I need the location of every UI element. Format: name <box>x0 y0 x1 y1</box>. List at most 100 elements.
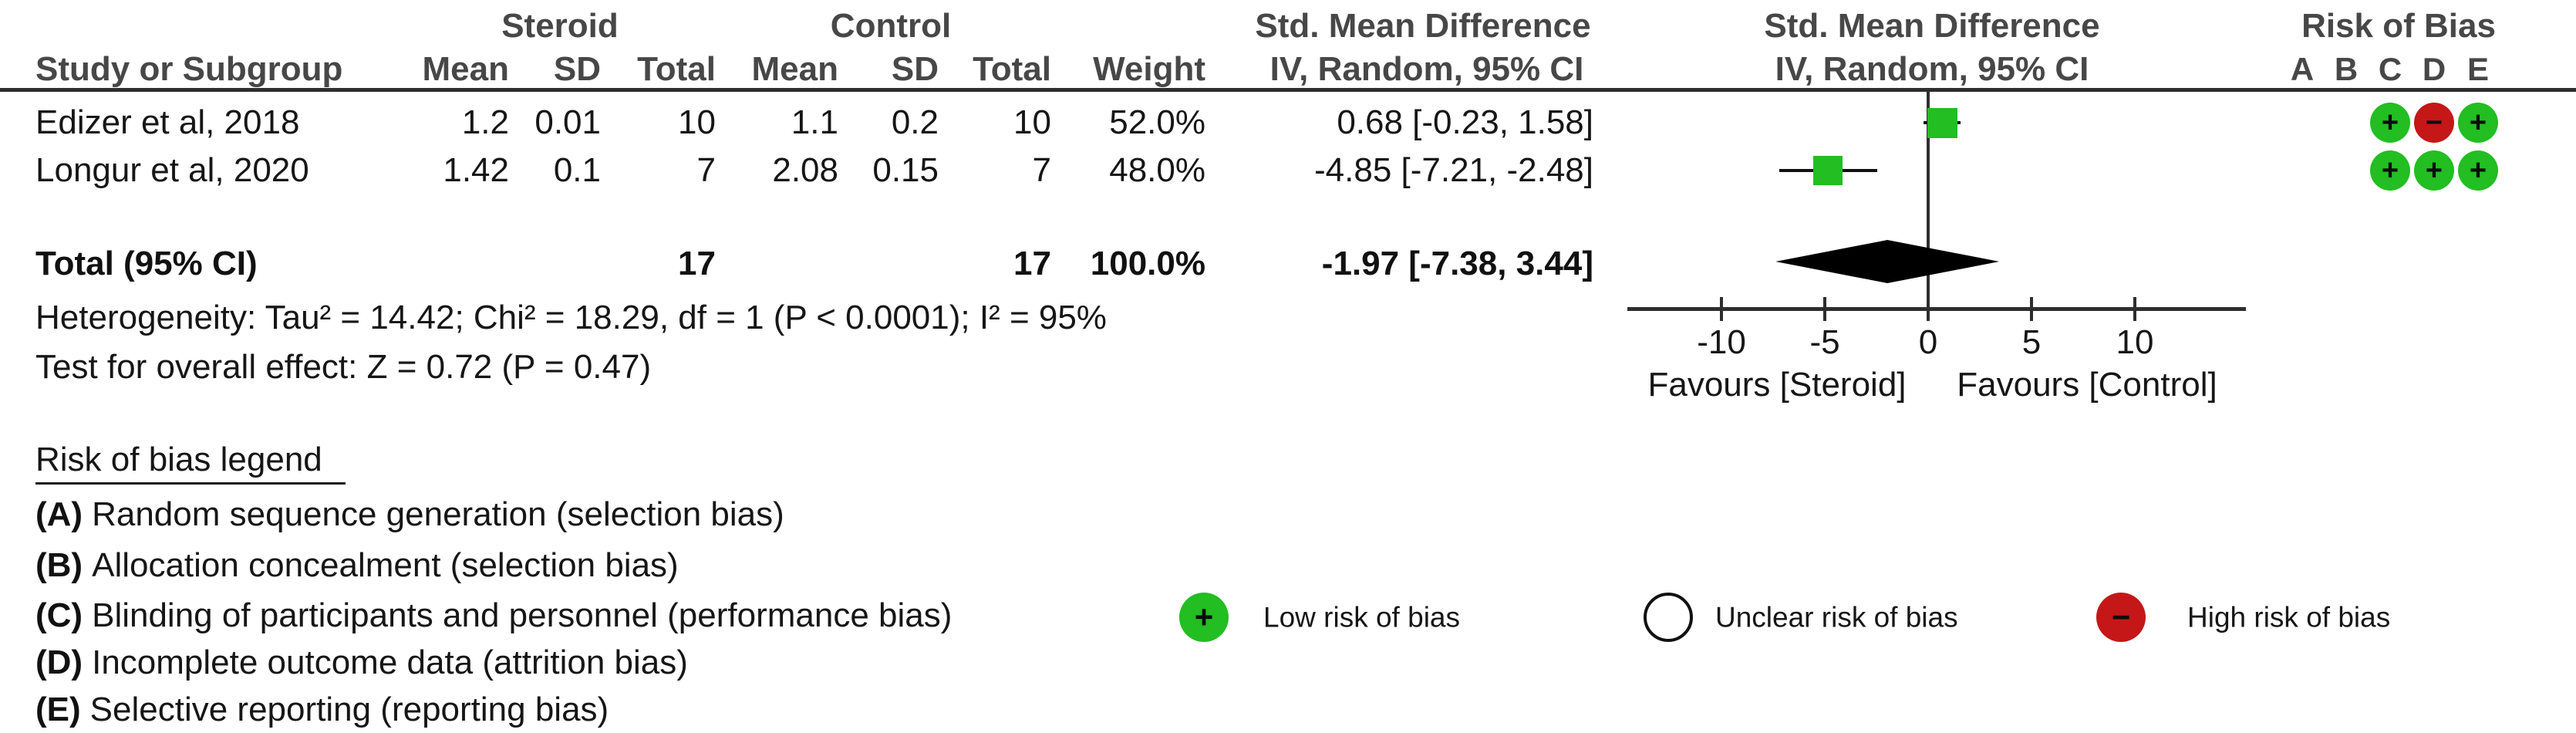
axis-tick <box>1720 297 1723 321</box>
rob-circle-low: + <box>2414 150 2454 191</box>
col-group-smd-plot: Std. Mean Difference <box>1764 7 2100 45</box>
rob-circle-low: + <box>2458 150 2498 191</box>
rob-item-text: Allocation concealment (selection bias) <box>92 546 679 584</box>
col-header-weight: Weight <box>1093 50 1205 88</box>
steroid-total-value: 7 <box>696 151 716 189</box>
rob-col-letter-c: C <box>2378 51 2402 87</box>
rob-item-text: Blinding of participants and personnel (… <box>92 596 953 634</box>
low-risk-label: Low risk of bias <box>1263 601 1460 633</box>
rob-item-label: (A) <box>35 495 83 533</box>
pooled-diamond <box>1775 240 2000 283</box>
axis-tick-label: 5 <box>2021 323 2042 361</box>
rob-item-text: Selective reporting (reporting bias) <box>89 691 609 728</box>
zero-effect-line <box>1927 92 1930 310</box>
unclear-risk-label: Unclear risk of bias <box>1715 601 1958 633</box>
rob-item-text: Incomplete outcome data (attrition bias) <box>92 643 688 681</box>
key-circle-low: + <box>1179 593 1229 642</box>
effect-square <box>1927 107 1957 138</box>
control-mean-value: 2.08 <box>772 151 838 189</box>
control-total-value: 7 <box>1032 151 1051 189</box>
key-sign: − <box>2111 599 2131 635</box>
control-sd-value: 0.15 <box>872 151 939 189</box>
rob-sign: + <box>2425 154 2443 187</box>
total-steroid-n: 17 <box>678 245 716 282</box>
rob-circle-low: + <box>2370 150 2410 191</box>
control-mean-value: 1.1 <box>791 103 838 141</box>
rob-item-label: (C) <box>35 596 83 634</box>
col-header-control-mean: Mean <box>751 50 838 88</box>
x-axis <box>1627 307 2246 311</box>
col-header-study: Study or Subgroup <box>35 50 343 88</box>
rob-sign: + <box>2381 106 2399 139</box>
rob-item-text: Random sequence generation (selection bi… <box>92 495 784 533</box>
rob-circle-high: − <box>2414 103 2454 143</box>
axis-tick-label: -10 <box>1697 323 1746 361</box>
overall-effect-test: Test for overall effect: Z = 0.72 (P = 0… <box>35 348 652 386</box>
study-name: Edizer et al, 2018 <box>35 103 300 141</box>
steroid-mean-value: 1.2 <box>461 103 509 141</box>
col-header-steroid-sd: SD <box>553 50 601 88</box>
steroid-sd-value: 0.01 <box>534 103 601 141</box>
control-sd-value: 0.2 <box>891 103 939 141</box>
weight-value: 52.0% <box>1109 103 1205 141</box>
rob-circle-low: + <box>2370 103 2410 143</box>
rob-sign: + <box>2469 106 2487 139</box>
steroid-mean-value: 1.42 <box>443 151 509 189</box>
total-smd-ci-value: -1.97 [-7.38, 3.44] <box>1321 245 1593 282</box>
col-header-control-total: Total <box>973 50 1051 88</box>
col-header-steroid-mean: Mean <box>422 50 509 88</box>
col-group-smd-text: Std. Mean Difference <box>1255 7 1591 45</box>
key-circle-high: − <box>2096 593 2146 642</box>
axis-tick-label: -5 <box>1809 323 1840 361</box>
axis-tick <box>1927 297 1930 321</box>
rob-sign: + <box>2381 154 2399 187</box>
axis-tick <box>2030 297 2033 321</box>
rob-legend-title: Risk of bias legend <box>35 443 346 485</box>
rob-legend-item-e: (E) Selective reporting (reporting bias) <box>35 693 609 727</box>
smd-ci-value: 0.68 [-0.23, 1.58] <box>1337 103 1593 141</box>
rob-legend-item-a: (A) Random sequence generation (selection… <box>35 498 784 532</box>
total-control-n: 17 <box>1013 245 1051 282</box>
rob-sign: − <box>2425 106 2443 139</box>
rob-col-letter-a: A <box>2290 51 2315 87</box>
rob-legend-item-d: (D) Incomplete outcome data (attrition bi… <box>35 646 688 680</box>
rob-col-letter-b: B <box>2334 51 2359 87</box>
axis-tick <box>2133 297 2136 321</box>
rob-item-label: (D) <box>35 643 83 681</box>
favours-left-label: Favours [Steroid] <box>1647 366 1907 404</box>
col-group-risk-of-bias: Risk of Bias <box>2301 7 2496 45</box>
favours-right-label: Favours [Control] <box>1957 366 2217 404</box>
control-total-value: 10 <box>1013 103 1051 141</box>
study-name: Longur et al, 2020 <box>35 151 309 189</box>
key-sign: + <box>1194 599 1214 635</box>
weight-value: 48.0% <box>1109 151 1205 189</box>
rob-sign: + <box>2469 154 2487 187</box>
col-header-iv-text: IV, Random, 95% CI <box>1269 50 1584 88</box>
steroid-sd-value: 0.1 <box>553 151 601 189</box>
axis-tick-label: 0 <box>1918 323 1938 361</box>
effect-square <box>1813 156 1843 185</box>
rob-item-label: (E) <box>35 691 81 728</box>
total-label: Total (95% CI) <box>35 245 258 282</box>
col-header-control-sd: SD <box>891 50 939 88</box>
rob-legend-item-b: (B) Allocation concealment (selection bia… <box>35 549 679 583</box>
rob-legend-item-c: (C) Blinding of participants and personne… <box>35 599 952 633</box>
rob-circle-low: + <box>2458 103 2498 143</box>
heterogeneity-stats: Heterogeneity: Tau² = 14.42; Chi² = 18.2… <box>35 299 1107 336</box>
col-header-steroid-total: Total <box>637 50 716 88</box>
header-rule <box>0 88 2576 92</box>
col-header-iv-plot: IV, Random, 95% CI <box>1775 50 2089 88</box>
axis-tick <box>1823 297 1826 321</box>
key-circle-unclear <box>1644 593 1693 642</box>
rob-col-letter-e: E <box>2466 51 2490 87</box>
total-weight: 100.0% <box>1090 245 1205 282</box>
axis-tick-label: 10 <box>2116 323 2154 361</box>
col-group-control: Control <box>830 7 952 45</box>
steroid-total-value: 10 <box>678 103 716 141</box>
smd-ci-value: -4.85 [-7.21, -2.48] <box>1314 151 1593 189</box>
high-risk-label: High risk of bias <box>2187 601 2391 633</box>
rob-item-label: (B) <box>35 546 83 584</box>
col-group-steroid: Steroid <box>501 7 619 45</box>
rob-col-letter-d: D <box>2422 51 2446 87</box>
